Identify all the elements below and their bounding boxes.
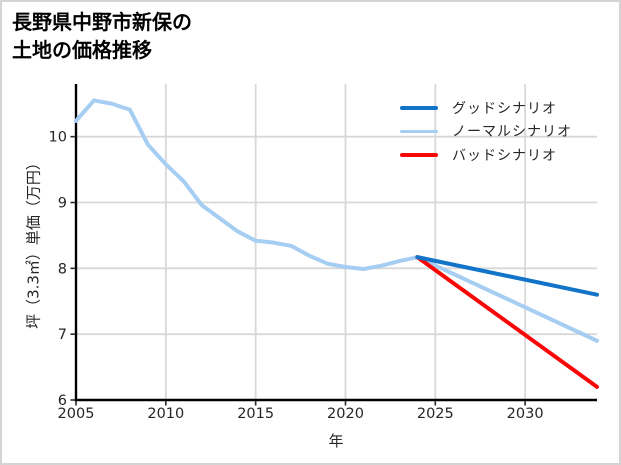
svg-text:2010: 2010: [147, 406, 184, 422]
bad-scenario-line-icon: [400, 153, 438, 157]
legend-label-bad: バッドシナリオ: [452, 147, 557, 164]
svg-text:2005: 2005: [58, 406, 95, 422]
svg-text:9: 9: [58, 196, 67, 212]
svg-text:2030: 2030: [507, 406, 544, 422]
legend-label-good: グッドシナリオ: [452, 100, 557, 117]
legend: グッドシナリオ ノーマルシナリオ バッドシナリオ: [400, 96, 572, 167]
svg-text:6: 6: [58, 393, 67, 409]
legend-item-bad: バッドシナリオ: [400, 143, 572, 167]
normal-scenario-line-icon: [400, 129, 438, 133]
svg-text:2015: 2015: [237, 406, 274, 422]
svg-text:2020: 2020: [327, 406, 364, 422]
legend-label-normal: ノーマルシナリオ: [452, 124, 572, 141]
legend-item-normal: ノーマルシナリオ: [400, 120, 572, 144]
svg-text:8: 8: [58, 261, 67, 277]
legend-item-good: グッドシナリオ: [400, 96, 572, 120]
svg-text:2025: 2025: [417, 406, 454, 422]
x-axis-label: 年: [328, 432, 344, 450]
svg-text:10: 10: [49, 130, 67, 146]
y-axis-label: 坪（3.3㎡）単価（万円）: [24, 155, 43, 329]
svg-text:7: 7: [58, 327, 67, 343]
chart-title: 長野県中野市新保の 土地の価格推移: [12, 10, 192, 62]
good-scenario-line-icon: [400, 106, 438, 110]
